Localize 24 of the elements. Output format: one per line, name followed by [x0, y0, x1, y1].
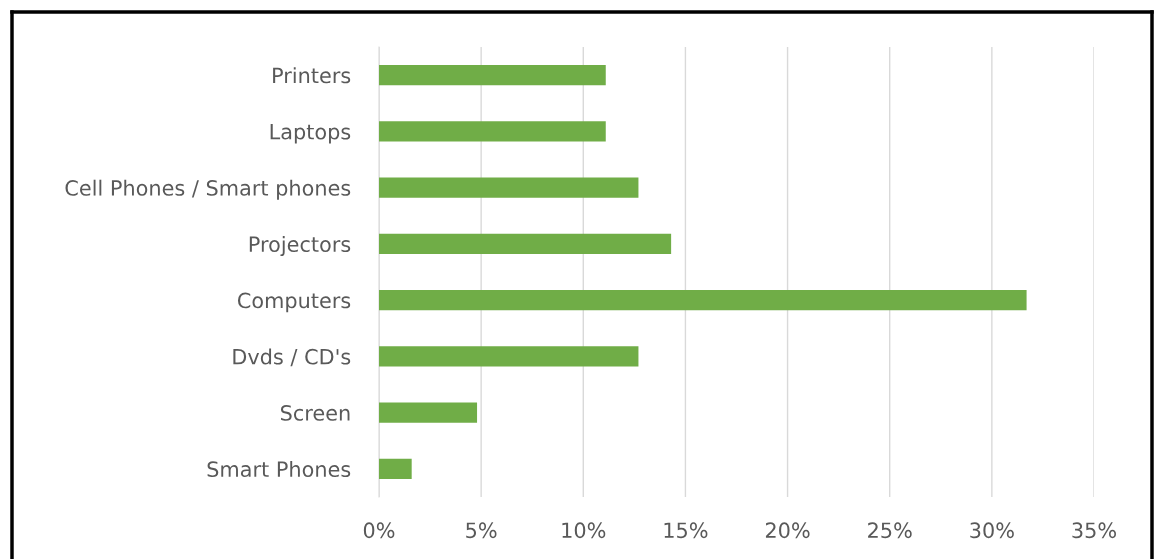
bar	[379, 458, 412, 479]
bar	[379, 346, 639, 367]
y-tick-label: Smart Phones	[207, 460, 351, 478]
x-tick-label: 25%	[868, 522, 912, 539]
x-tick-label: 10%	[562, 522, 606, 539]
bar	[379, 402, 478, 423]
y-tick-label: Dvds / CD's	[233, 348, 351, 367]
x-tick-label: 0%	[363, 522, 395, 539]
x-tick-label: 35%	[1072, 522, 1116, 539]
y-tick-label: Laptops	[270, 124, 351, 144]
x-tick-label: 30%	[970, 522, 1014, 539]
x-tick-label: 20%	[765, 522, 810, 539]
bar	[379, 233, 672, 254]
y-tick-label: Cell Phones / Smart phones	[65, 179, 351, 200]
y-tick-label: Screen	[280, 405, 350, 421]
bar	[379, 177, 639, 198]
y-tick-label: Printers	[273, 67, 351, 84]
bar	[379, 290, 1027, 311]
y-tick-label: Computers	[237, 292, 351, 313]
bar	[379, 65, 606, 86]
x-tick-label: 5%	[466, 522, 497, 539]
y-tick-label: Projectors	[249, 235, 351, 257]
x-tick-label: 15%	[664, 522, 708, 539]
bar	[379, 121, 606, 142]
